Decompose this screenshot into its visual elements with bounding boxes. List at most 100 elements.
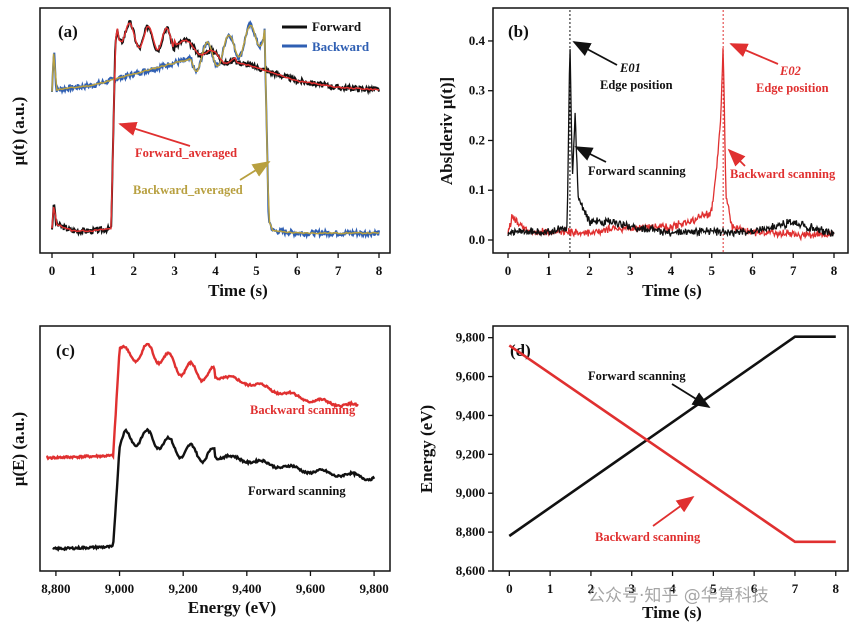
panel-c-forward-label: Forward scanning	[248, 484, 346, 498]
panel-c-x-tick-label: 9,200	[169, 581, 198, 596]
panel-c-x-tick-label: 9,600	[296, 581, 325, 596]
panel-d: (d) 0 1 2 3 4 5 6 7 88,6008,8009,0009,2009,4009,…	[417, 325, 849, 622]
panel-b-xlabel: Time (s)	[642, 281, 702, 300]
panel-a-x-tick-label: 4	[212, 263, 219, 278]
panel-b-y-tick-label: 0.1	[469, 182, 485, 197]
panel-d-x-tick-label: 3	[628, 581, 635, 596]
panel-c-x-tick-label: 8,800	[41, 581, 70, 596]
backward-scanning-arrow	[727, 148, 746, 167]
panel-d-frame	[492, 325, 849, 572]
panel-c-x-tick-label: 9,800	[359, 581, 388, 596]
panel-d-y-tick-label: 9,800	[456, 330, 485, 345]
series-forward-line	[51, 19, 380, 237]
panel-d-x-tick-label: 0	[506, 581, 513, 596]
panel-c-ylabel: μ(E) (a.u.)	[9, 412, 28, 486]
panel-b-x-tick-label: 1	[546, 263, 553, 278]
panel-d-x-tick-label: 5	[710, 581, 717, 596]
panel-b-ticks: 0 1 2 3 4 5 6 7 8 0.0 0.1 0.2 0.3 0.4	[469, 33, 838, 278]
legend-forward-label: Forward	[312, 19, 362, 34]
panel-d-y-tick-label: 8,800	[456, 524, 485, 539]
panel-d-backward-label: Backward scanning	[595, 530, 701, 544]
panel-a-xlabel: Time (s)	[208, 281, 268, 300]
panel-d-x-tick-label: 8	[833, 581, 840, 596]
panel-d-y-tick-label: 9,000	[456, 485, 485, 500]
panel-d-y-tick-label: 9,200	[456, 446, 485, 461]
panel-a-x-tick-label: 7	[335, 263, 342, 278]
panel-a-label: (a)	[58, 22, 78, 41]
panel-d-ticks: 0 1 2 3 4 5 6 7 8 8,600 8,800 9,000 9,200 9,400 9,600 9…	[456, 330, 840, 596]
legend-backward-label: Backward	[312, 39, 370, 54]
panel-c-x-ticks: 8,800 9,000 9,200 9,400 9,600 9,800	[41, 571, 389, 596]
panel-b-series	[507, 48, 835, 242]
panel-b: (b) 0 1 2 3 4 5 6 7 8 0.0 0.1 0.2 0.3 0.4 Time (s) Ab…	[437, 7, 849, 300]
panel-c-label: (c)	[56, 341, 75, 360]
forward-averaged-arrow	[118, 121, 191, 147]
series-backward-averaged-line	[51, 24, 380, 235]
panel-d-backward-arrow	[652, 495, 695, 527]
forward-averaged-label: Forward_averaged	[135, 146, 237, 160]
panel-c: (c) 8,800 9,000 9,200 9,400 9,600 9,800 Energ…	[9, 325, 391, 617]
panel-d-y-tick-label: 9,400	[456, 407, 485, 422]
series-forward-averaged-line	[51, 22, 380, 233]
panel-b-x-tick-label: 6	[749, 263, 756, 278]
panel-b-y-tick-label: 0.2	[469, 132, 485, 147]
panel-d-y-tick-label: 8,600	[456, 563, 485, 578]
panel-a-x-tick-label: 6	[294, 263, 301, 278]
e02-sub-label: Edge position	[756, 81, 829, 95]
panel-d-forward-arrow	[671, 383, 711, 408]
e01-sub-label: Edge position	[600, 78, 673, 92]
panel-b-x-tick-label: 3	[627, 263, 634, 278]
panel-a-series	[51, 19, 380, 240]
panel-b-ylabel: Abs[deriv μ(t)]	[437, 77, 456, 185]
panel-a-x-tick-label: 3	[171, 263, 178, 278]
panel-b-x-tick-label: 0	[505, 263, 512, 278]
forward-scanning-label: Forward scanning	[588, 164, 686, 178]
series-backward-scanning-line	[45, 342, 359, 461]
backward-scanning-label: Backward scanning	[730, 167, 836, 181]
panel-a-x-ticks: 0 1 2 3 4 5 6 7 8	[49, 253, 383, 278]
panel-d-forward-label: Forward scanning	[588, 369, 686, 383]
panel-d-xlabel: Time (s)	[642, 603, 702, 622]
panel-a-ylabel: μ(t) (a.u.)	[9, 97, 28, 166]
panel-d-ylabel: Energy (eV)	[417, 405, 436, 493]
panel-d-x-tick-label: 4	[669, 581, 676, 596]
panel-b-x-tick-label: 8	[831, 263, 838, 278]
panel-a-x-tick-label: 8	[376, 263, 383, 278]
backward-averaged-label: Backward_averaged	[133, 183, 243, 197]
series-forward-scanning-line	[52, 427, 376, 552]
series-backward-scanning-line	[508, 344, 836, 544]
panel-d-y-tick-label: 9,600	[456, 369, 485, 384]
e01-label: E01	[619, 61, 641, 75]
panel-c-xlabel: Energy (eV)	[188, 598, 276, 617]
panel-d-x-tick-label: 1	[547, 581, 554, 596]
panel-b-x-tick-label: 2	[586, 263, 593, 278]
panel-c-series	[45, 342, 376, 552]
panel-a-x-tick-label: 2	[131, 263, 138, 278]
series-backward-scanning-line	[507, 48, 835, 242]
e02-arrow	[729, 43, 779, 65]
panel-d-x-tick-label: 6	[751, 581, 758, 596]
e02-label: E02	[779, 64, 801, 78]
panel-b-x-tick-label: 5	[709, 263, 716, 278]
panel-b-x-tick-label: 4	[668, 263, 675, 278]
panel-d-x-tick-label: 7	[792, 581, 799, 596]
series-backward-line	[51, 20, 380, 240]
panel-b-y-tick-label: 0.4	[469, 33, 486, 48]
panel-c-x-tick-label: 9,000	[105, 581, 134, 596]
panel-a: (a) 0 1 2 3 4 5 6 7 8 Time (s) μ(t) (a.u.) Forwa…	[9, 7, 391, 300]
panel-c-frame	[39, 325, 391, 572]
panel-d-x-tick-label: 2	[588, 581, 595, 596]
panel-a-x-tick-label: 0	[49, 263, 56, 278]
panel-c-backward-label: Backward scanning	[250, 403, 356, 417]
panel-b-y-tick-label: 0.3	[469, 83, 486, 98]
panel-b-label: (b)	[508, 22, 529, 41]
backward-averaged-arrow	[239, 161, 271, 181]
panel-a-x-tick-label: 1	[90, 263, 97, 278]
panel-a-x-tick-label: 5	[253, 263, 260, 278]
panel-b-x-tick-label: 7	[790, 263, 797, 278]
panel-c-x-tick-label: 9,400	[232, 581, 261, 596]
watermark: 公众号·知乎 @华算科技	[588, 586, 769, 606]
panel-b-y-tick-label: 0.0	[469, 232, 485, 247]
panel-b-frame	[492, 7, 849, 254]
